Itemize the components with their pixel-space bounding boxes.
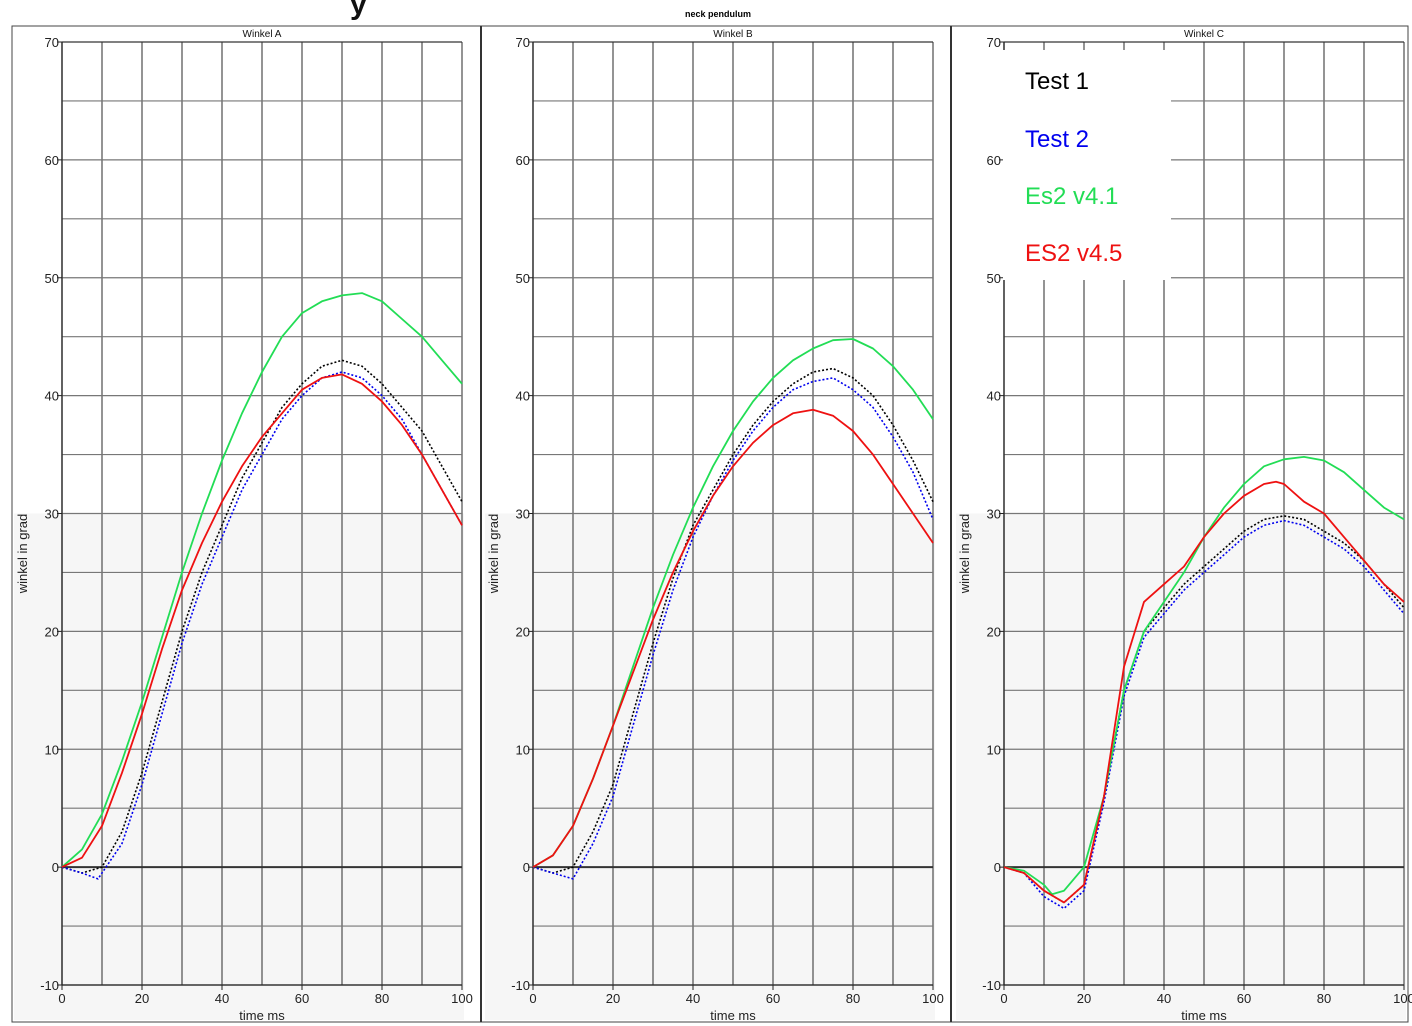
x-tick-label: 80 — [1317, 991, 1331, 1006]
y-tick-label: 40 — [987, 389, 1001, 404]
x-axis-label: time ms — [239, 1008, 285, 1023]
outer-frame — [11, 25, 1409, 1023]
y-tick-label: 30 — [516, 507, 530, 522]
panel-title: Winkel C — [1184, 29, 1224, 40]
y-tick-label: 10 — [987, 742, 1001, 757]
series-line-es2-v4-5 — [532, 408, 934, 868]
x-tick-label: 0 — [58, 991, 65, 1006]
y-tick-label: 50 — [987, 271, 1001, 286]
panel-frames — [11, 25, 1409, 1023]
y-axis-label: winkel in grad — [957, 514, 972, 595]
x-tick-label: 80 — [375, 991, 389, 1006]
y-tick-label: 60 — [987, 153, 1001, 168]
y-axis-label: winkel in grad — [15, 514, 30, 595]
y-tick-label: -10 — [40, 978, 59, 993]
y-tick-label: 40 — [516, 389, 530, 404]
panel-title: Winkel B — [713, 29, 753, 40]
x-tick-label: 60 — [766, 991, 780, 1006]
x-axis-label: time ms — [1181, 1008, 1227, 1023]
y-tick-label: 0 — [994, 860, 1001, 875]
x-tick-label: 60 — [295, 991, 309, 1006]
x-tick-label: 100 — [922, 991, 944, 1006]
legend-item-test2: Test 2 — [1025, 126, 1089, 153]
x-tick-label: 20 — [135, 991, 149, 1006]
legend-item-test1: Test 1 — [1025, 68, 1089, 95]
grid — [532, 41, 934, 986]
x-tick-label: 40 — [1157, 991, 1171, 1006]
y-tick-label: -10 — [511, 978, 530, 993]
x-tick-label: 0 — [529, 991, 536, 1006]
series-line-es2-v4-5 — [1003, 480, 1405, 904]
y-tick-label: -10 — [982, 978, 1001, 993]
x-tick-label: 80 — [846, 991, 860, 1006]
grid — [61, 41, 463, 986]
y-tick-label: 60 — [45, 153, 59, 168]
panel-title: Winkel A — [243, 29, 282, 40]
x-tick-label: 60 — [1237, 991, 1251, 1006]
y-tick-label: 40 — [45, 389, 59, 404]
series-line-es2-v4-1 — [1003, 455, 1405, 896]
y-tick-label: 30 — [987, 507, 1001, 522]
shaded-region — [14, 513, 464, 1020]
shaded-region — [485, 513, 935, 1020]
series-line-test-1 — [61, 359, 463, 874]
x-axis-label: time ms — [710, 1008, 756, 1023]
legend-item-es2-v41: Es2 v4.1 — [1025, 183, 1118, 210]
figure-title: neck pendulum — [685, 9, 751, 19]
y-tick-label: 20 — [516, 624, 530, 639]
y-tick-label: 10 — [516, 742, 530, 757]
x-tick-label: 20 — [606, 991, 620, 1006]
y-tick-label: 60 — [516, 153, 530, 168]
series-line-test-2 — [61, 371, 463, 880]
series-line-es2-v4-1 — [61, 292, 463, 868]
y-tick-label: 70 — [45, 35, 59, 50]
legend-box — [1003, 50, 1171, 280]
y-tick-label: 70 — [987, 35, 1001, 50]
y-tick-label: 10 — [45, 742, 59, 757]
y-axis-label: winkel in grad — [486, 514, 501, 595]
y-tick-label: 50 — [516, 271, 530, 286]
x-tick-label: 100 — [451, 991, 473, 1006]
y-tick-label: 50 — [45, 271, 59, 286]
legend: Test 1 Test 2 Es2 v4.1 ES2 v4.5 — [1003, 50, 1171, 280]
x-tick-label: 100 — [1393, 991, 1412, 1006]
y-tick-label: 20 — [45, 624, 59, 639]
shaded-region — [956, 513, 1406, 1020]
y-tick-label: 70 — [516, 35, 530, 50]
heading-fragment: y — [350, 0, 367, 21]
x-tick-label: 20 — [1077, 991, 1091, 1006]
y-tick-label: 20 — [987, 624, 1001, 639]
y-tick-label: 30 — [45, 507, 59, 522]
series-line-es2-v4-5 — [61, 373, 463, 868]
legend-item-es2-v45: ES2 v4.5 — [1025, 240, 1122, 267]
x-tick-label: 40 — [215, 991, 229, 1006]
x-tick-label: 40 — [686, 991, 700, 1006]
x-tick-label: 0 — [1000, 991, 1007, 1006]
y-tick-label: 0 — [523, 860, 530, 875]
y-tick-label: 0 — [52, 860, 59, 875]
